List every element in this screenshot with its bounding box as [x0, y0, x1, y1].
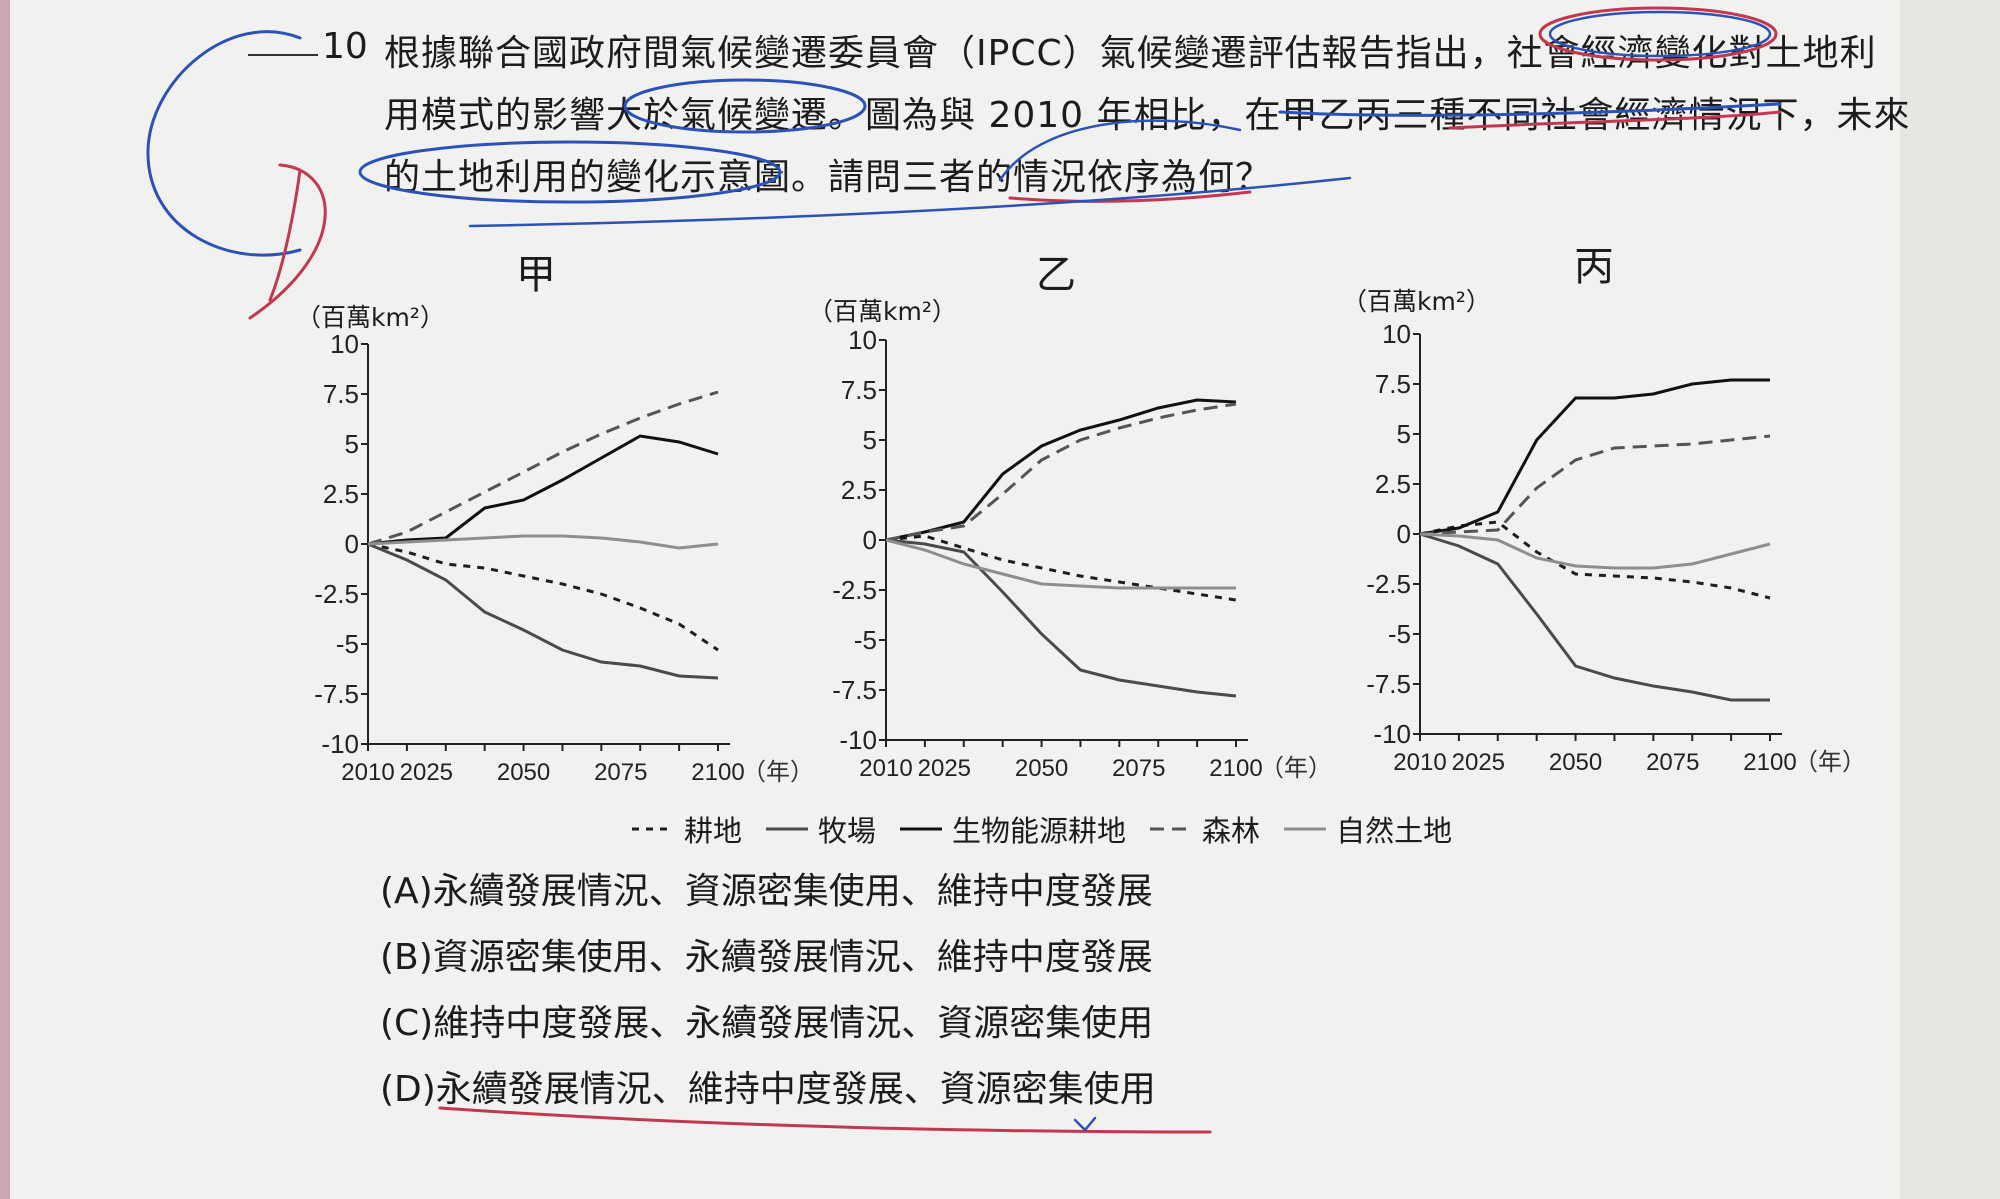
series-line-natural: [367, 534, 719, 550]
chart-unit-bing: （百萬km²）: [1342, 287, 1491, 316]
question-line-3: 的土地利用的變化示意圖。請問三者的情況依序為何？: [384, 157, 1273, 198]
y-tick-label: -5: [854, 625, 877, 655]
chart-unit-yi: （百萬km²）: [808, 297, 957, 326]
x-tick-label: 2075: [1112, 755, 1165, 782]
legend-swatch-pasture: [766, 827, 809, 831]
legend-label: 牧場: [818, 814, 877, 848]
x-tick-label: 2010: [341, 759, 394, 786]
legend: 耕地 牧場 生物能源耕地 森林 自然土地: [630, 808, 1452, 850]
handwritten-d-mark: [248, 163, 327, 320]
series-line-cropland: [1419, 520, 1771, 600]
y-tick-label: 0: [345, 529, 359, 559]
y-tick-label: 2.5: [841, 475, 877, 505]
x-tick-label: 2100: [1209, 755, 1262, 782]
legend-item-bioenergy: 生物能源耕地: [898, 808, 1126, 850]
series-line-pasture: [885, 538, 1237, 698]
series-line-cropland: [885, 534, 1237, 602]
x-tick-label: 2075: [1646, 749, 1699, 776]
x-tick-label: 2050: [1549, 749, 1602, 776]
series-line-bioenergy: [1419, 378, 1770, 536]
legend-item-cropland: 耕地: [630, 808, 742, 850]
y-tick-label: 0: [1397, 519, 1411, 549]
y-tick-label: -5: [1388, 619, 1411, 649]
handwritten-c-mark: [146, 30, 302, 257]
y-tick-label: 2.5: [1375, 469, 1411, 499]
y-tick-label: 10: [1382, 319, 1411, 349]
series-line-pasture: [367, 542, 719, 680]
legend-swatch-cropland: [632, 827, 674, 831]
chart-title-yi: 乙: [1036, 252, 1076, 298]
legend-label: 自然土地: [1336, 814, 1453, 848]
y-tick-label: 7.5: [323, 379, 359, 409]
x-tick-label: 2025: [918, 755, 971, 782]
y-tick-label: 2.5: [323, 479, 359, 509]
legend-item-pasture: 牧場: [764, 808, 876, 850]
chart-title-bing: 丙: [1574, 244, 1614, 290]
x-tick-label: 2075: [594, 759, 647, 786]
y-tick-label: 7.5: [1375, 369, 1411, 399]
y-tick-label: 10: [848, 325, 877, 355]
x-unit-label: （年）: [1794, 749, 1866, 776]
y-tick-label: -7.5: [314, 679, 359, 709]
y-tick-label: 5: [863, 425, 877, 455]
option-b: (B)資源密集使用、永續發展情況、維持中度發展: [380, 937, 1153, 978]
x-tick-label: 2050: [1015, 755, 1068, 782]
legend-swatch-natural: [1284, 827, 1327, 831]
x-tick-label: 2050: [497, 759, 550, 786]
legend-label: 森林: [1202, 814, 1261, 848]
y-tick-label: -7.5: [832, 675, 877, 705]
x-tick-label: 2025: [1452, 749, 1505, 776]
y-tick-label: -10: [321, 729, 359, 759]
y-tick-label: -2.5: [314, 579, 359, 609]
next-page-edge: [1900, 0, 2000, 1199]
x-tick-label: 2100: [691, 759, 744, 786]
y-tick-label: -2.5: [1366, 569, 1411, 599]
check-mark: [1073, 1116, 1097, 1132]
legend-label: 耕地: [684, 814, 743, 848]
answer-blank: [248, 54, 318, 56]
series-line-natural: [1419, 532, 1771, 570]
option-c: (C)維持中度發展、永續發展情況、資源密集使用: [380, 1003, 1154, 1044]
x-tick-label: 2010: [1393, 749, 1446, 776]
page-edge: [0, 0, 10, 1199]
series-line-natural: [885, 538, 1236, 590]
y-tick-label: 0: [863, 525, 877, 555]
series-line-forest: [367, 390, 719, 546]
question-line-1: 根據聯合國政府間氣候變遷委員會（IPCC）氣候變遷評估報告指出，社會經濟變化對土…: [384, 33, 1877, 74]
y-tick-label: 7.5: [841, 375, 877, 405]
chart-title-jia: 甲: [516, 252, 556, 298]
legend-item-natural: 自然土地: [1282, 808, 1452, 850]
x-tick-label: 2100: [1743, 749, 1796, 776]
legend-label: 生物能源耕地: [952, 814, 1127, 848]
question-line-2: 用模式的影響大於氣候變遷。圖為與 2010 年相比，在甲乙丙三種不同社會經濟情況…: [384, 95, 1911, 136]
y-tick-label: -2.5: [832, 575, 877, 605]
y-tick-label: -10: [839, 725, 877, 755]
series-line-bioenergy: [367, 434, 719, 546]
series-line-cropland: [367, 542, 719, 652]
option-d: (D)永續發展情況、維持中度發展、資源密集使用: [380, 1069, 1156, 1110]
y-tick-label: 5: [345, 429, 359, 459]
y-tick-label: -7.5: [1366, 669, 1411, 699]
option-a: (A)永續發展情況、資源密集使用、維持中度發展: [380, 871, 1153, 912]
series-line-forest: [885, 402, 1237, 542]
series-line-bioenergy: [885, 398, 1237, 542]
x-tick-label: 2010: [859, 755, 912, 782]
series-line-pasture: [1419, 532, 1770, 702]
legend-swatch-bioenergy: [900, 827, 943, 831]
question-number: 10: [322, 26, 368, 67]
y-tick-label: 10: [330, 329, 359, 359]
x-tick-label: 2025: [400, 759, 453, 786]
legend-swatch-forest: [1150, 827, 1193, 831]
y-tick-label: -5: [336, 629, 359, 659]
y-tick-label: 5: [1397, 419, 1411, 449]
x-unit-label: （年）: [1260, 755, 1332, 782]
series-line-forest: [1419, 434, 1771, 536]
y-tick-label: -10: [1373, 719, 1411, 749]
x-unit-label: （年）: [742, 759, 814, 786]
legend-item-forest: 森林: [1148, 808, 1260, 850]
